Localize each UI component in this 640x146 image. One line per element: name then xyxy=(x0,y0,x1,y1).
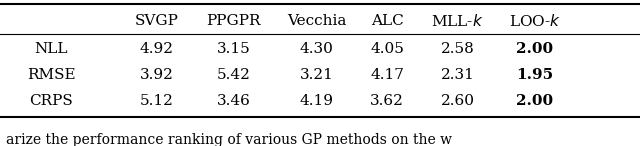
Text: 2.58: 2.58 xyxy=(441,42,474,56)
Text: 4.05: 4.05 xyxy=(371,42,404,56)
Text: arize the performance ranking of various GP methods on the w: arize the performance ranking of various… xyxy=(6,133,452,146)
Text: CRPS: CRPS xyxy=(29,94,73,108)
Text: 2.31: 2.31 xyxy=(441,68,474,82)
Text: 3.62: 3.62 xyxy=(371,94,404,108)
Text: 3.46: 3.46 xyxy=(217,94,250,108)
Text: 4.92: 4.92 xyxy=(140,42,174,56)
Text: 4.17: 4.17 xyxy=(371,68,404,82)
Text: 3.92: 3.92 xyxy=(140,68,173,82)
Text: 1.95: 1.95 xyxy=(516,68,553,82)
Text: 2.00: 2.00 xyxy=(516,94,553,108)
Text: LOO-$k$: LOO-$k$ xyxy=(509,13,560,29)
Text: ALC: ALC xyxy=(371,14,404,28)
Text: 5.42: 5.42 xyxy=(217,68,250,82)
Text: 3.21: 3.21 xyxy=(300,68,333,82)
Text: 2.60: 2.60 xyxy=(440,94,475,108)
Text: MLL-$k$: MLL-$k$ xyxy=(431,13,484,29)
Text: NLL: NLL xyxy=(35,42,68,56)
Text: PPGPR: PPGPR xyxy=(206,14,261,28)
Text: 5.12: 5.12 xyxy=(140,94,173,108)
Text: Vecchia: Vecchia xyxy=(287,14,346,28)
Text: 4.30: 4.30 xyxy=(300,42,333,56)
Text: SVGP: SVGP xyxy=(135,14,179,28)
Text: 4.19: 4.19 xyxy=(300,94,334,108)
Text: 2.00: 2.00 xyxy=(516,42,553,56)
Text: RMSE: RMSE xyxy=(27,68,76,82)
Text: 3.15: 3.15 xyxy=(217,42,250,56)
